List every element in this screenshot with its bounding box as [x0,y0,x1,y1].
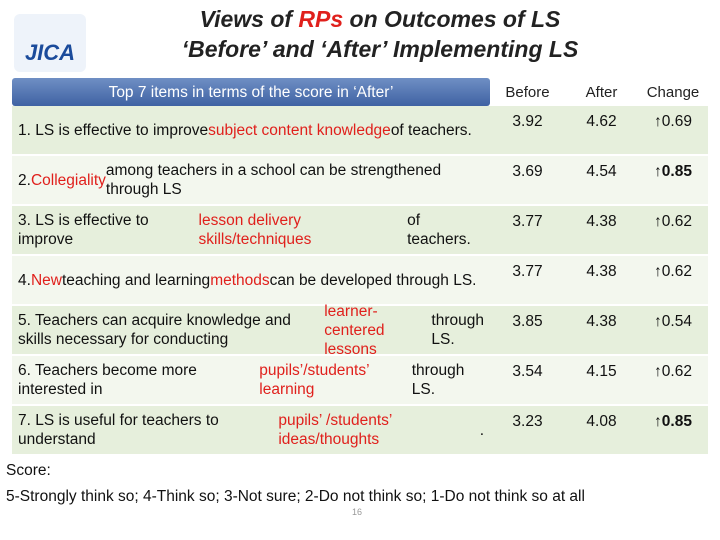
highlight-text: pupils’ /students’ ideas/thoughts [278,412,392,448]
column-header: Top 7 items in terms of the score in ‘Af… [12,78,490,106]
column-header: Before [490,78,565,106]
text: 5. Teachers can acquire knowledge and sk… [18,312,291,348]
highlight-text: methods [210,271,270,289]
change-cell: ↑0.69 [654,113,692,130]
score-scale: 5-Strongly think so; 4-Think so; 3-Not s… [6,488,585,505]
text: of teachers. [407,212,471,248]
row-background [12,106,708,154]
page-number: 16 [352,507,363,517]
title-line: Views of RPs on Outcomes of LS [100,6,660,33]
after-cell: 4.38 [586,263,617,280]
highlight-text: subject content knowledge [208,121,391,139]
row-background [12,356,708,404]
column-header: After [565,78,638,106]
text: through LS. [431,312,484,348]
item-cell: 7. LS is useful for teachers to understa… [12,406,490,454]
change-cell: ↑0.54 [654,313,692,330]
text: . [479,421,484,439]
after-cell: 4.38 [586,213,617,230]
item-cell: 4. New teaching and learning methods can… [12,256,490,304]
highlight-text: Collegiality [30,171,106,189]
change-cell: ↑0.85 [654,413,692,430]
row-background [12,206,708,254]
highlight-text: lesson delivery skills/techniques [198,212,312,248]
change-cell: ↑0.62 [654,213,692,230]
text: among teachers in a school can be streng… [105,162,442,198]
text: can be developed through LS. [269,271,477,289]
highlight-text: New [30,271,62,289]
text: on Outcomes of LS [343,6,561,32]
change-cell: ↑0.62 [654,263,692,280]
row-background [12,256,708,304]
row-background [12,406,708,454]
after-cell: 4.15 [586,363,617,380]
before-cell: 3.23 [512,413,543,430]
before-cell: 3.77 [512,213,543,230]
after-cell: 4.38 [586,313,617,330]
before-cell: 3.69 [512,163,543,180]
item-cell: 3. LS is effective to improve lesson del… [12,206,490,254]
highlight-text: RPs [298,6,344,32]
score-title: Score: [6,462,51,479]
text: 7. LS is useful for teachers to understa… [18,412,219,448]
logo: JICA [14,14,86,72]
after-cell: 4.08 [586,413,617,430]
text: 4. [18,271,31,289]
text: teaching and learning [61,271,211,289]
row-background [12,306,708,354]
after-cell: 4.62 [586,113,617,130]
text: ‘Before’ and ‘After’ Implementing LS [181,36,579,62]
highlight-text: pupils’/students’ learning [259,362,369,398]
text: 1. LS is effective to improve [18,121,209,139]
item-cell: 1. LS is effective to improve subject co… [12,106,490,154]
column-header: Change [638,78,708,106]
text: 3. LS is effective to improve [18,212,149,248]
item-cell: 5. Teachers can acquire knowledge and sk… [12,303,490,358]
change-cell: ↑0.62 [654,363,692,380]
text: Views of [199,6,299,32]
text: 2. [18,171,31,189]
change-cell: ↑0.85 [654,163,692,180]
row-background [12,156,708,204]
text: through LS. [411,362,465,398]
before-cell: 3.92 [512,113,543,130]
item-cell: 6. Teachers become more interested in pu… [12,356,490,404]
text: of teachers. [390,121,472,139]
item-cell: 2. Collegiality among teachers in a scho… [12,156,490,204]
after-cell: 4.54 [586,163,617,180]
before-cell: 3.77 [512,263,543,280]
before-cell: 3.54 [512,363,543,380]
text: 6. Teachers become more interested in [18,362,197,398]
before-cell: 3.85 [512,313,543,330]
title-line: ‘Before’ and ‘After’ Implementing LS [100,36,660,63]
highlight-text: learner-centered lessons [324,302,385,358]
